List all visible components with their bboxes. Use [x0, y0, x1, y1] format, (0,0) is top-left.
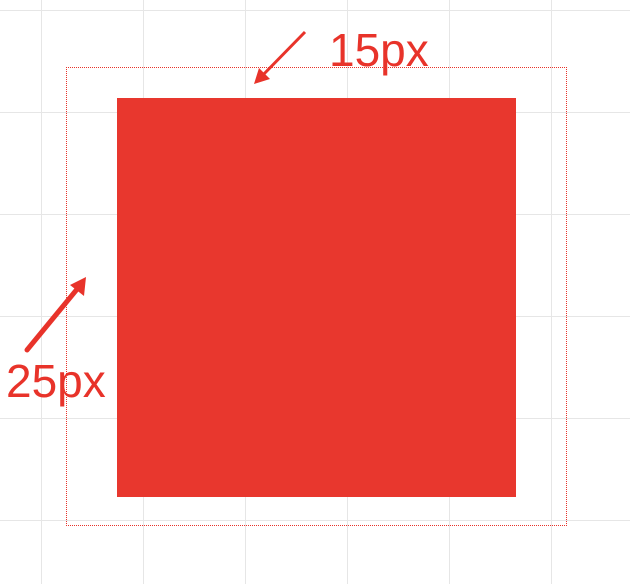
- padding-top-label: 15px: [329, 24, 429, 76]
- inner-red-box: [117, 98, 516, 497]
- arrow-down-left-icon: [254, 30, 307, 84]
- outer-dotted-border: [66, 67, 567, 526]
- arrow-up-right-icon: [24, 277, 86, 353]
- padding-left-label: 25px: [6, 355, 106, 407]
